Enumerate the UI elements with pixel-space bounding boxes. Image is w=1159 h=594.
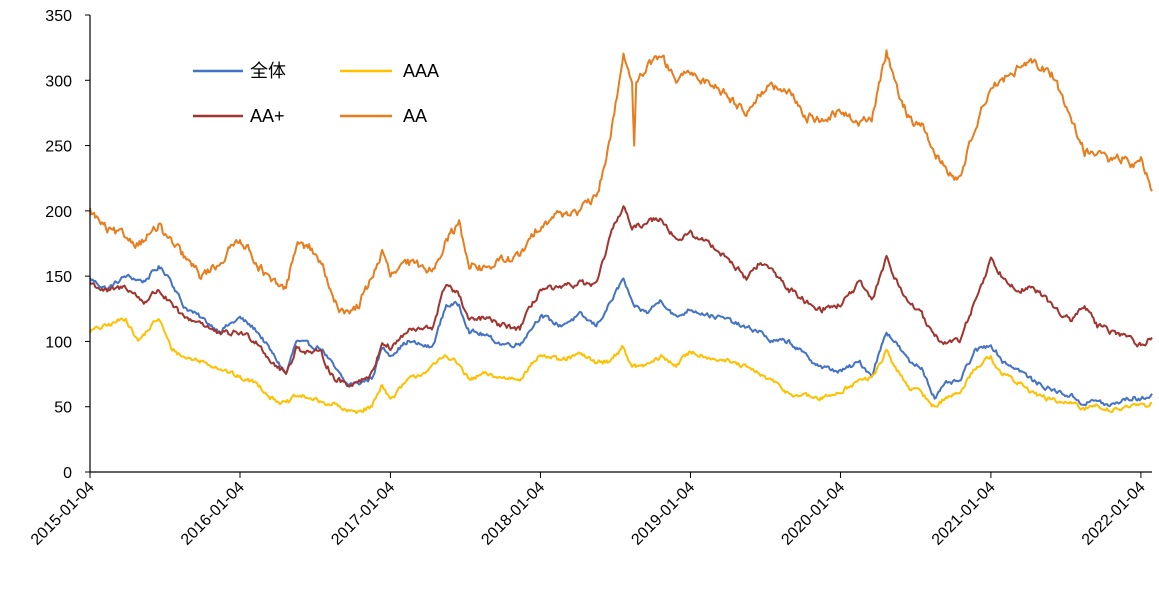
legend: 全体 AAA AA+ AA [193,61,439,126]
legend-label-4: AA [403,106,427,126]
x-tick-label: 2016-01-04 [178,479,248,549]
x-tick-label: 2022-01-04 [1079,479,1149,549]
plot-background [90,15,1152,472]
series-layer [89,49,1153,414]
series-line-2 [89,317,1153,414]
legend-label-2: AAA [403,61,439,81]
x-tick-label: 2019-01-04 [628,479,698,549]
y-tick-label: 150 [45,269,72,286]
y-tick-label: 250 [45,139,72,156]
y-tick-label: 0 [63,465,72,482]
y-tick-label: 50 [54,400,72,417]
legend-label-1: 全体 [250,61,286,81]
series-line-4 [89,49,1153,315]
x-tick-label: 2021-01-04 [929,479,999,549]
y-tick-label: 100 [45,334,72,351]
x-tick-label: 2015-01-04 [28,479,98,549]
y-tick-label: 350 [45,8,72,25]
x-tick-label: 2017-01-04 [328,479,398,549]
plot-area [90,15,1152,472]
x-tick-label: 2020-01-04 [778,479,848,549]
legend-label-3: AA+ [250,106,285,126]
x-tick-label: 2018-01-04 [478,479,548,549]
y-tick-label: 200 [45,204,72,221]
series-line-3 [89,205,1153,388]
series-line-1 [89,265,1153,408]
y-tick-label: 300 [45,73,72,90]
